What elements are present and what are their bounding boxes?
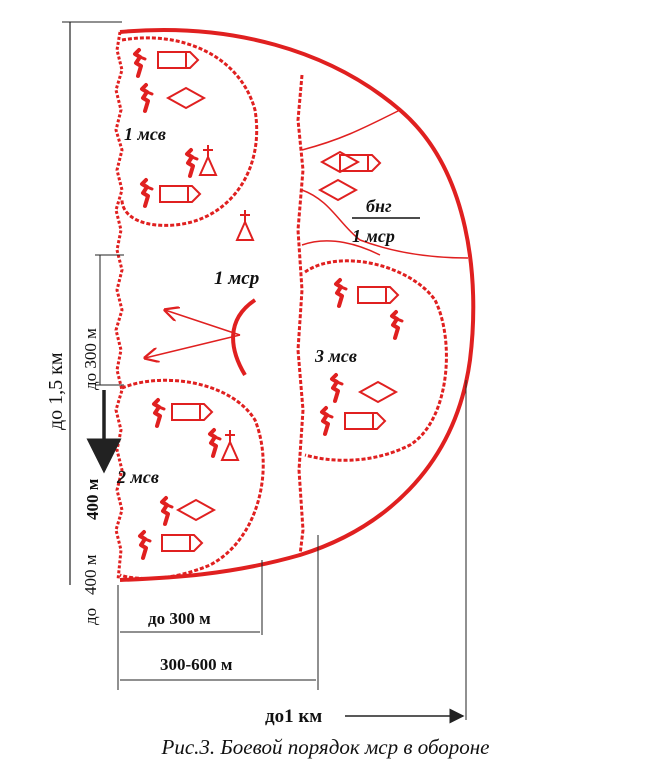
soldier-icon — [330, 373, 344, 403]
soldier-icon — [152, 398, 166, 428]
fire-arrow-upper — [165, 310, 241, 336]
soldier-icon — [334, 278, 348, 308]
width-label-300: до 300 м — [148, 609, 211, 628]
soldier-icon — [185, 148, 199, 178]
fighting-vehicle-icon — [177, 499, 215, 521]
fighting-vehicle-icon — [357, 286, 399, 304]
soldier-icon — [160, 496, 174, 526]
depth-label: до 1,5 км — [45, 352, 67, 430]
msv1-area — [120, 36, 259, 227]
command-post-icon — [221, 429, 239, 461]
fire-arrow-lower — [145, 334, 241, 358]
soldier-icon — [138, 530, 152, 560]
soldier-icon — [390, 310, 404, 340]
fighting-vehicle-icon — [167, 87, 205, 109]
unit-label-msv3: 3 мсв — [314, 346, 357, 366]
width-label-1km: до1 км — [265, 706, 322, 727]
fighting-vehicle-icon — [171, 403, 213, 421]
unit-label-msr: 1 мср — [214, 268, 259, 289]
fighting-vehicle-icon — [319, 179, 357, 201]
bng-area — [301, 109, 469, 259]
width-label-300-600: 300-600 м — [160, 655, 233, 674]
command-post-icon — [199, 144, 217, 176]
fire-sector-arc — [231, 298, 257, 377]
soldier-icon — [208, 428, 222, 458]
fighting-vehicle-icon — [359, 381, 397, 403]
unit-label-msv1: 1 мсв — [124, 124, 166, 144]
soldier-icon — [133, 48, 147, 78]
gap-label-upper: до 300 м — [81, 328, 100, 390]
msv2-area — [119, 378, 265, 581]
command-post-icon — [236, 209, 254, 241]
fighting-vehicle-icon — [159, 185, 201, 203]
front-line — [114, 31, 124, 581]
unit-label-bng-company: 1 мср — [352, 226, 395, 246]
figure-caption: Рис.3. Боевой порядок мср в обороне — [161, 735, 490, 759]
company-boundary — [296, 74, 305, 556]
unit-label-bng: бнг — [366, 196, 392, 216]
gap-label-lower: 400 м — [81, 554, 100, 595]
soldier-icon — [320, 406, 334, 436]
soldier-icon — [140, 178, 154, 208]
gap-label-do: до — [81, 608, 100, 625]
fighting-vehicle-icon — [157, 51, 199, 69]
fighting-vehicle-icon — [161, 534, 203, 552]
soldier-icon — [140, 83, 154, 113]
msv3-area — [304, 259, 448, 462]
unit-label-msv2: 2 мсв — [116, 467, 159, 487]
fighting-vehicle-icon — [344, 412, 386, 430]
formation-outline — [119, 28, 476, 582]
gap-label-400: 400 м — [83, 478, 102, 520]
